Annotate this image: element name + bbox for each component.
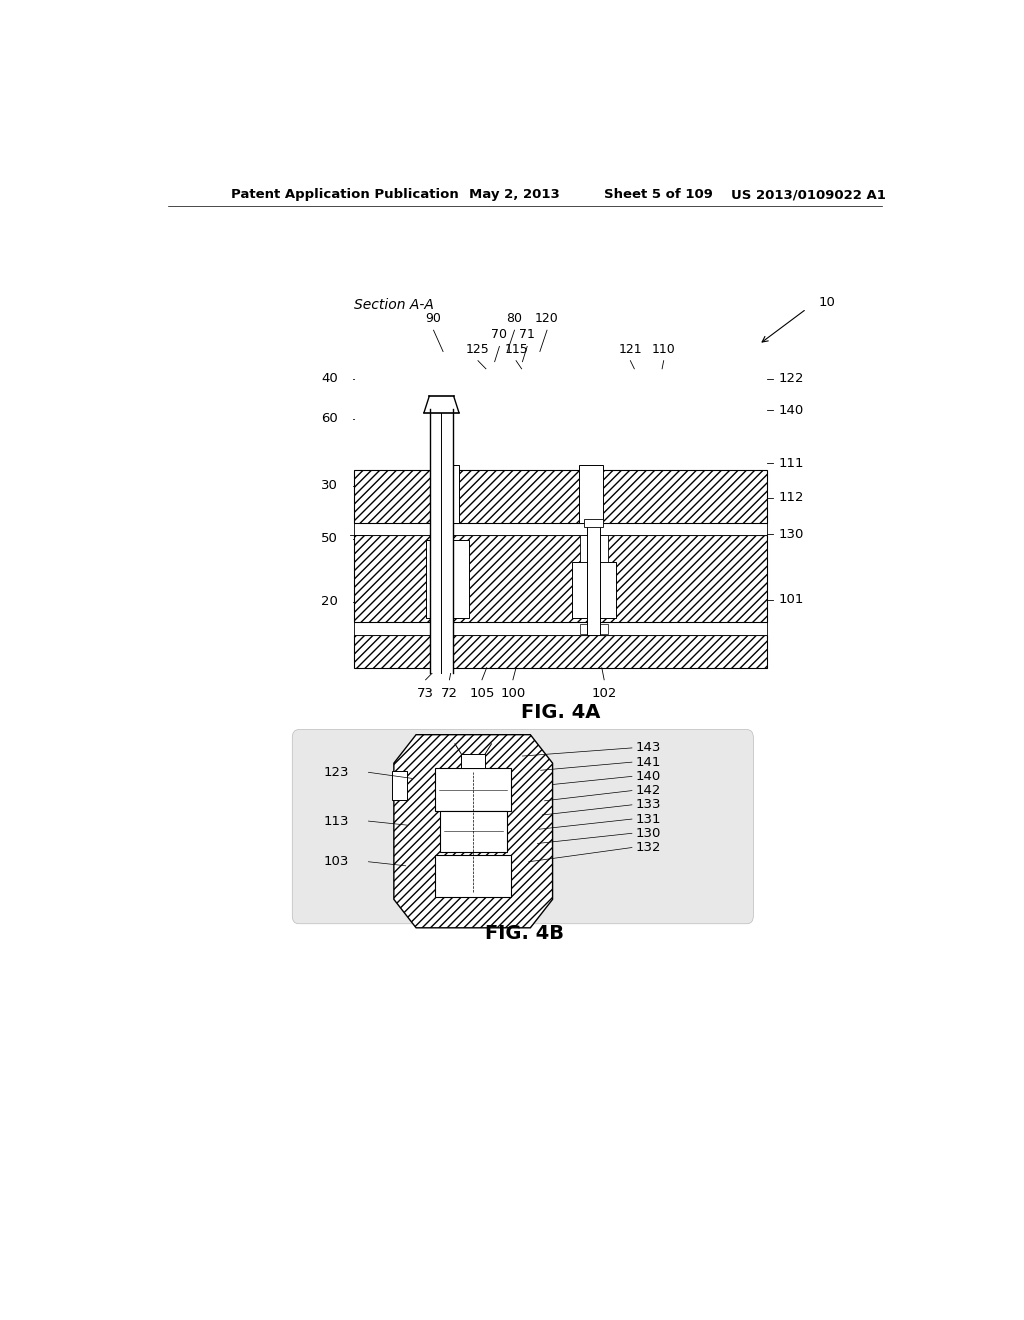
Text: US 2013/0109022 A1: US 2013/0109022 A1 bbox=[731, 189, 886, 202]
Bar bbox=[579, 466, 602, 523]
Bar bbox=[354, 523, 767, 536]
Bar bbox=[354, 635, 767, 668]
Text: 122: 122 bbox=[778, 372, 804, 385]
Text: FIG. 4A: FIG. 4A bbox=[521, 702, 600, 722]
Text: Sheet 5 of 109: Sheet 5 of 109 bbox=[604, 189, 713, 202]
Text: 105: 105 bbox=[469, 686, 495, 700]
Text: May 2, 2013: May 2, 2013 bbox=[469, 189, 560, 202]
Text: 10: 10 bbox=[818, 296, 836, 309]
Bar bbox=[354, 622, 767, 635]
Text: 140: 140 bbox=[636, 770, 662, 783]
Text: 143: 143 bbox=[636, 742, 662, 755]
Text: Section A-A: Section A-A bbox=[354, 298, 434, 312]
Text: 121: 121 bbox=[618, 343, 642, 355]
Text: 131: 131 bbox=[636, 813, 662, 825]
Bar bbox=[354, 470, 767, 523]
Bar bbox=[392, 771, 407, 800]
FancyBboxPatch shape bbox=[292, 730, 754, 924]
Text: 123: 123 bbox=[324, 766, 348, 779]
Text: Patent Application Publication: Patent Application Publication bbox=[231, 189, 459, 202]
Text: 80: 80 bbox=[507, 312, 522, 325]
Text: 120: 120 bbox=[536, 312, 559, 325]
Bar bbox=[581, 536, 608, 561]
Text: 70: 70 bbox=[492, 329, 508, 342]
Text: 130: 130 bbox=[636, 826, 662, 840]
Text: 142: 142 bbox=[636, 784, 662, 797]
Text: 132: 132 bbox=[636, 841, 662, 854]
Text: 30: 30 bbox=[322, 479, 338, 492]
Bar bbox=[430, 413, 453, 673]
Text: 140: 140 bbox=[778, 404, 804, 417]
Text: 73: 73 bbox=[417, 686, 434, 700]
Text: 100: 100 bbox=[501, 686, 525, 700]
Text: 111: 111 bbox=[778, 457, 804, 470]
Bar bbox=[440, 810, 507, 851]
Bar bbox=[588, 523, 600, 635]
Text: 130: 130 bbox=[778, 528, 804, 541]
Bar bbox=[435, 854, 511, 898]
Text: 101: 101 bbox=[778, 593, 804, 606]
Polygon shape bbox=[394, 735, 553, 928]
Text: 20: 20 bbox=[322, 595, 338, 609]
Text: 113: 113 bbox=[324, 814, 348, 828]
Text: FIG. 4B: FIG. 4B bbox=[485, 924, 564, 944]
Bar bbox=[585, 519, 603, 528]
Text: 125: 125 bbox=[466, 343, 489, 355]
Text: 90: 90 bbox=[426, 312, 441, 325]
Text: 72: 72 bbox=[441, 686, 458, 700]
Text: 60: 60 bbox=[322, 412, 338, 425]
Text: 133: 133 bbox=[636, 799, 662, 812]
Bar bbox=[435, 768, 511, 810]
Bar bbox=[433, 466, 459, 523]
Text: 141: 141 bbox=[636, 755, 662, 768]
Text: 40: 40 bbox=[322, 372, 338, 385]
Text: 110: 110 bbox=[652, 343, 676, 355]
Bar bbox=[426, 540, 469, 618]
Text: 50: 50 bbox=[322, 532, 338, 545]
Bar bbox=[572, 561, 616, 618]
Bar bbox=[461, 754, 485, 768]
Text: 103: 103 bbox=[324, 855, 348, 869]
Text: 102: 102 bbox=[592, 686, 616, 700]
Bar bbox=[581, 624, 608, 634]
Text: 112: 112 bbox=[778, 491, 804, 504]
Text: 115: 115 bbox=[504, 343, 528, 355]
Bar bbox=[354, 536, 767, 622]
Text: 71: 71 bbox=[519, 329, 536, 342]
